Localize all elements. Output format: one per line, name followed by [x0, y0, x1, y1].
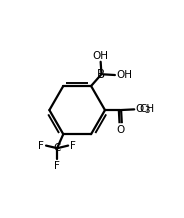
Text: B: B: [97, 68, 105, 81]
Text: F: F: [54, 161, 60, 171]
Text: OH: OH: [116, 70, 132, 80]
Text: O: O: [135, 104, 143, 114]
Text: F: F: [70, 141, 76, 151]
Text: C: C: [54, 143, 61, 153]
Text: CH: CH: [139, 104, 154, 114]
Text: 3: 3: [144, 106, 150, 115]
Text: F: F: [38, 141, 44, 151]
Text: OH: OH: [93, 51, 109, 61]
Text: O: O: [116, 125, 125, 135]
